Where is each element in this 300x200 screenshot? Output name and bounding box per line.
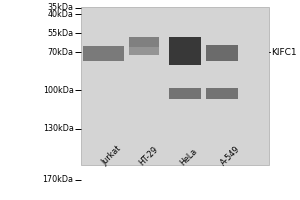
Bar xyxy=(82,46,124,61)
Bar xyxy=(206,88,238,99)
Bar xyxy=(129,46,159,55)
Text: A-549: A-549 xyxy=(219,144,242,167)
Text: 40kDa: 40kDa xyxy=(48,10,74,19)
Bar xyxy=(129,37,159,47)
Bar xyxy=(206,45,238,61)
Text: 170kDa: 170kDa xyxy=(43,175,74,184)
Text: KIFC1: KIFC1 xyxy=(271,48,297,57)
Bar xyxy=(81,7,268,165)
Text: 130kDa: 130kDa xyxy=(43,124,74,133)
Text: 70kDa: 70kDa xyxy=(48,48,74,57)
Text: 100kDa: 100kDa xyxy=(43,86,74,95)
Text: Jurkat: Jurkat xyxy=(100,144,123,167)
Text: 55kDa: 55kDa xyxy=(47,29,74,38)
Bar xyxy=(169,88,201,99)
Text: 35kDa: 35kDa xyxy=(48,3,74,12)
Text: HT-29: HT-29 xyxy=(138,144,160,167)
Bar xyxy=(169,37,201,65)
Text: HeLa: HeLa xyxy=(178,146,199,167)
